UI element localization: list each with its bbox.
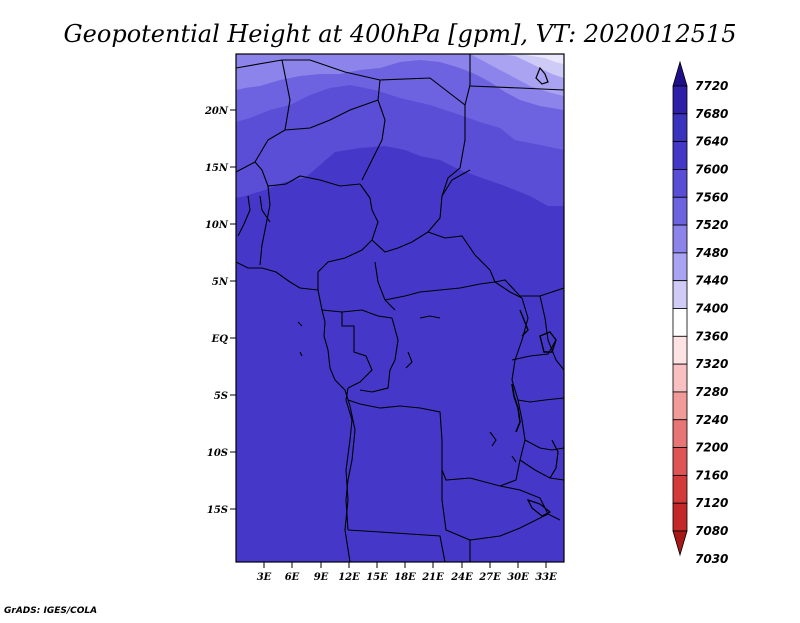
lat-label-5n: 5N	[212, 277, 229, 288]
colorbar-segment	[672, 308, 688, 337]
colorbar-segment	[672, 335, 688, 365]
lon-label-21e: 21E	[421, 572, 444, 583]
lon-label-18e: 18E	[394, 572, 416, 583]
lon-label-24e: 24E	[450, 572, 473, 583]
colorbar-label: 7680	[695, 107, 728, 121]
colorbar-label: 7560	[695, 190, 728, 204]
colorbar-segment	[672, 363, 688, 393]
colorbar-segment	[672, 502, 688, 532]
colorbar-label: 7440	[695, 274, 728, 288]
longitude-axis	[263, 562, 547, 568]
colorbar-label: 7600	[695, 162, 728, 176]
colorbar-segment	[672, 280, 688, 309]
latitude-axis	[230, 109, 236, 510]
lon-label-15e: 15E	[366, 572, 388, 583]
colorbar-segment	[672, 447, 688, 476]
figure-title: Geopotential Height at 400hPa [gpm], VT:…	[64, 20, 737, 48]
colorbar-top-arrow	[672, 60, 688, 87]
colorbar-bottom-arrow	[672, 530, 688, 557]
colorbar-label: 7320	[695, 357, 728, 371]
colorbar-label: 7030	[695, 552, 728, 566]
colorbar-label: 7360	[695, 329, 728, 343]
lon-label-3e: 3E	[257, 572, 272, 583]
lat-label-10n: 10N	[205, 220, 229, 231]
height-band-7520	[236, 54, 564, 150]
lat-label-5s: 5S	[214, 391, 228, 402]
colorbar-label: 7280	[695, 385, 728, 399]
lat-label-eq: EQ	[211, 334, 229, 345]
lon-label-27e: 27E	[478, 572, 501, 583]
colorbar-segment	[672, 196, 688, 226]
height-band-7360	[520, 54, 564, 64]
lon-label-30e: 30E	[507, 572, 529, 583]
lat-label-10s: 10S	[207, 448, 228, 459]
colorbar-segment	[672, 474, 688, 504]
height-band-7480	[236, 54, 564, 110]
footer-credit: GrADS: IGES/COLA	[4, 606, 97, 616]
colorbar-label: 7720	[695, 79, 728, 93]
colorbar-segment	[672, 141, 688, 170]
height-band-7400	[500, 54, 564, 78]
colorbar-segment	[672, 252, 688, 282]
lon-label-12e: 12E	[338, 572, 360, 583]
colorbar: 7720 7680 7640 7600 7560 7520 7480 7440 7400 7360…	[672, 60, 728, 566]
lon-label-9e: 9E	[314, 572, 329, 583]
map-panel: 20N 15N 10N 5N EQ 5S 10S 15S 3E 6E 9E	[204, 53, 565, 583]
colorbar-label: 7400	[695, 302, 728, 316]
country-borders	[236, 54, 564, 562]
colorbar-segment	[672, 85, 688, 115]
colorbar-label: 7640	[695, 135, 728, 149]
map-frame	[235, 53, 565, 563]
colorbar-label: 7480	[695, 246, 728, 260]
colorbar-segment	[672, 113, 688, 143]
lat-label-20n: 20N	[204, 106, 229, 117]
colorbar-segment	[672, 391, 688, 421]
colorbar-label: 7520	[695, 218, 728, 232]
lat-label-15n: 15N	[205, 163, 229, 174]
colorbar-label: 7080	[695, 524, 728, 538]
colorbar-segment	[672, 169, 688, 198]
colorbar-segment	[672, 419, 688, 448]
colorbar-segment	[672, 224, 688, 254]
colorbar-label: 7120	[695, 496, 728, 510]
colorbar-label: 7160	[695, 468, 728, 482]
lon-label-6e: 6E	[285, 572, 300, 583]
lat-label-15s: 15S	[207, 505, 228, 516]
lon-label-33e: 33E	[535, 572, 557, 583]
colorbar-label: 7240	[695, 413, 728, 427]
colorbar-label: 7200	[695, 441, 728, 455]
